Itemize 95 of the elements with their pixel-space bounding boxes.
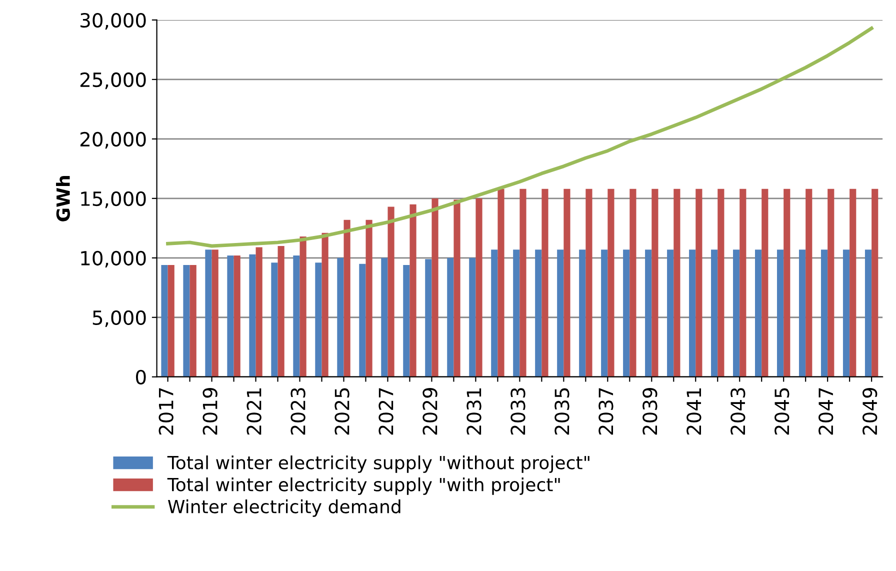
- bar: [645, 250, 652, 377]
- bar: [491, 250, 498, 377]
- bar: [447, 258, 454, 377]
- legend-label: Total winter electricity supply "with project": [167, 477, 560, 495]
- bar: [542, 188, 548, 377]
- x-tick-label: 2045: [774, 388, 790, 435]
- bar: [454, 200, 460, 377]
- bar: [498, 188, 504, 377]
- bar: [586, 188, 592, 377]
- y-tick-label: 15,000: [81, 191, 146, 208]
- bar: [776, 250, 784, 377]
- x-tick-label: 2043: [730, 388, 746, 435]
- x-tick-label: 2025: [334, 388, 350, 435]
- bar: [579, 250, 586, 377]
- y-axis-title: GWh: [56, 176, 70, 222]
- x-tick-label: 2021: [246, 388, 262, 435]
- bar: [168, 265, 174, 377]
- bar: [696, 188, 702, 377]
- bar: [557, 250, 564, 377]
- bar: [278, 246, 284, 377]
- bar: [403, 265, 410, 377]
- bar: [623, 250, 630, 377]
- x-tick-label: 2035: [554, 388, 570, 435]
- bar: [850, 188, 856, 377]
- x-tick-label: 2037: [598, 388, 614, 435]
- bar: [872, 188, 878, 377]
- bar: [755, 250, 762, 377]
- x-tick-label: 2017: [158, 388, 174, 435]
- x-tick-label: 2041: [686, 388, 702, 435]
- bar: [842, 250, 850, 377]
- x-tick-label: 2019: [202, 388, 218, 435]
- bar: [828, 188, 834, 377]
- bar: [337, 258, 344, 377]
- bar: [630, 188, 636, 377]
- bar: [381, 258, 388, 377]
- bar: [535, 250, 542, 377]
- bar: [608, 188, 614, 377]
- line-series: [166, 26, 874, 248]
- y-tick-label: 5,000: [92, 310, 146, 328]
- bar: [344, 220, 350, 377]
- bar: [256, 247, 262, 377]
- x-tick-label: 2049: [862, 388, 878, 435]
- bar: [564, 188, 570, 377]
- legend-label: Winter electricity demand: [168, 499, 400, 517]
- bar: [425, 259, 432, 377]
- bar: [366, 220, 372, 377]
- bar: [798, 250, 806, 377]
- x-tick-label: 2039: [642, 388, 658, 435]
- y-tick-label: 30,000: [80, 12, 146, 30]
- bar: [410, 204, 416, 377]
- bar: [667, 250, 674, 377]
- bar: [806, 188, 812, 377]
- bar: [711, 250, 718, 377]
- bar: [820, 250, 828, 377]
- bar: [359, 264, 366, 377]
- bar: [718, 188, 724, 377]
- x-tick-label: 2047: [818, 388, 834, 435]
- bar: [740, 188, 746, 377]
- bar: [432, 198, 438, 377]
- x-tick-label: 2031: [466, 388, 482, 435]
- bar: [513, 250, 520, 377]
- bar: [322, 232, 328, 377]
- bar: [161, 265, 168, 377]
- bar: [315, 262, 322, 377]
- bar: [762, 188, 768, 377]
- bar: [234, 256, 240, 377]
- legend-label: Total winter electricity supply "without project": [167, 455, 590, 473]
- bar: [652, 188, 658, 377]
- bar: [249, 254, 256, 377]
- bar: [271, 262, 278, 377]
- bar: [784, 188, 790, 377]
- x-tick-label: 2023: [290, 388, 306, 435]
- bar: [476, 198, 482, 377]
- bar: [520, 188, 526, 377]
- y-tick-label: 25,000: [80, 72, 146, 90]
- y-tick-label: 10,000: [81, 250, 146, 268]
- bar: [205, 250, 212, 377]
- bar: [388, 206, 394, 377]
- bar: [864, 250, 872, 377]
- bar: [227, 256, 234, 377]
- bar: [674, 188, 680, 377]
- bar: [300, 236, 306, 377]
- x-tick-label: 2033: [510, 388, 526, 435]
- x-tick-label: 2027: [378, 388, 394, 435]
- bar: [190, 265, 196, 377]
- bar: [183, 265, 190, 377]
- bar: [689, 250, 696, 377]
- bar: [601, 250, 608, 377]
- bar: [293, 256, 300, 377]
- bar: [469, 258, 476, 377]
- y-tick-label: 0: [136, 370, 146, 385]
- y-tick-label: 20,000: [80, 132, 146, 149]
- x-tick-label: 2029: [422, 388, 438, 435]
- bar: [212, 250, 218, 377]
- bar: [733, 250, 740, 377]
